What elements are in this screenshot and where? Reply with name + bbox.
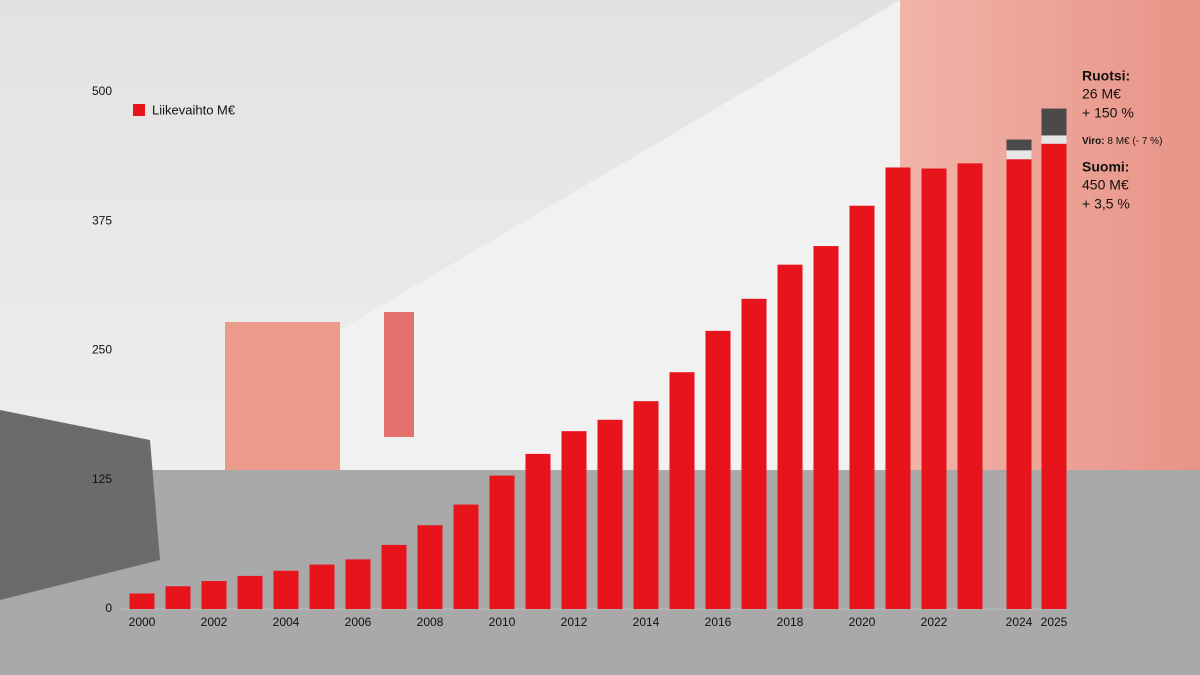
y-tick-label: 125 — [92, 472, 112, 486]
annotation: Ruotsi: — [1082, 68, 1130, 84]
x-tick-label: 2024 — [1006, 615, 1033, 629]
annotation: 26 M€ — [1082, 86, 1121, 102]
x-tick-label: 2006 — [345, 615, 372, 629]
x-tick-label: 2002 — [201, 615, 228, 629]
x-tick-label: 2016 — [705, 615, 732, 629]
x-tick-label: 2004 — [273, 615, 300, 629]
bar — [561, 431, 587, 609]
bar — [1006, 159, 1032, 609]
bar — [201, 581, 227, 609]
bar — [237, 575, 263, 609]
x-tick-label: 2012 — [561, 615, 588, 629]
bar — [453, 504, 479, 609]
bar — [273, 570, 299, 609]
bar — [489, 475, 515, 609]
legend-label: Liikevaihto M€ — [152, 102, 236, 117]
y-tick-label: 250 — [92, 343, 112, 357]
bar — [741, 298, 767, 609]
annotation: 8 M€ (- 7 %) — [1107, 136, 1162, 147]
bar — [417, 525, 443, 609]
bar — [525, 453, 551, 609]
annotation: 450 M€ — [1082, 177, 1129, 193]
bar — [381, 544, 407, 609]
bar — [921, 168, 947, 610]
annotation: Suomi: — [1082, 159, 1129, 175]
y-tick-label: 0 — [105, 601, 112, 615]
x-tick-label: 2000 — [129, 615, 156, 629]
y-tick-label: 375 — [92, 213, 112, 227]
bar — [1041, 108, 1067, 136]
y-tick-label: 500 — [92, 84, 112, 98]
bar — [1041, 143, 1067, 609]
bar — [1006, 139, 1032, 151]
x-tick-label: 2008 — [417, 615, 444, 629]
bar — [1041, 135, 1067, 144]
x-tick-label: 2020 — [849, 615, 876, 629]
bar — [345, 559, 371, 609]
x-tick-label: 2018 — [777, 615, 804, 629]
bar — [165, 586, 191, 609]
bar — [777, 264, 803, 609]
bar — [633, 401, 659, 609]
annotation: + 150 % — [1082, 105, 1134, 121]
bar — [813, 246, 839, 610]
annotation: Viro: — [1082, 136, 1105, 147]
legend-swatch — [133, 104, 145, 116]
x-tick-label: 2014 — [633, 615, 660, 629]
bar — [849, 205, 875, 610]
bar — [309, 564, 335, 609]
bar — [129, 593, 155, 609]
plot-area: 0 125 250 375 500 2000 2002 2004 2006 2008 2010 201… — [92, 84, 1070, 629]
bar — [957, 163, 983, 609]
x-tick-label: 2022 — [921, 615, 948, 629]
bar — [885, 167, 911, 609]
bar — [669, 372, 695, 609]
bar — [597, 419, 623, 609]
bar — [705, 330, 731, 609]
annotation: + 3,5 % — [1082, 196, 1130, 212]
annotations: Ruotsi: 26 M€ + 150 % Viro: 8 M€ (- 7 %)… — [1082, 68, 1162, 212]
annotation: Viro: 8 M€ (- 7 %) — [1082, 136, 1162, 147]
x-tick-label: 2025 — [1041, 615, 1068, 629]
legend: Liikevaihto M€ — [133, 102, 236, 117]
bar — [1006, 150, 1032, 160]
x-tick-label: 2010 — [489, 615, 516, 629]
